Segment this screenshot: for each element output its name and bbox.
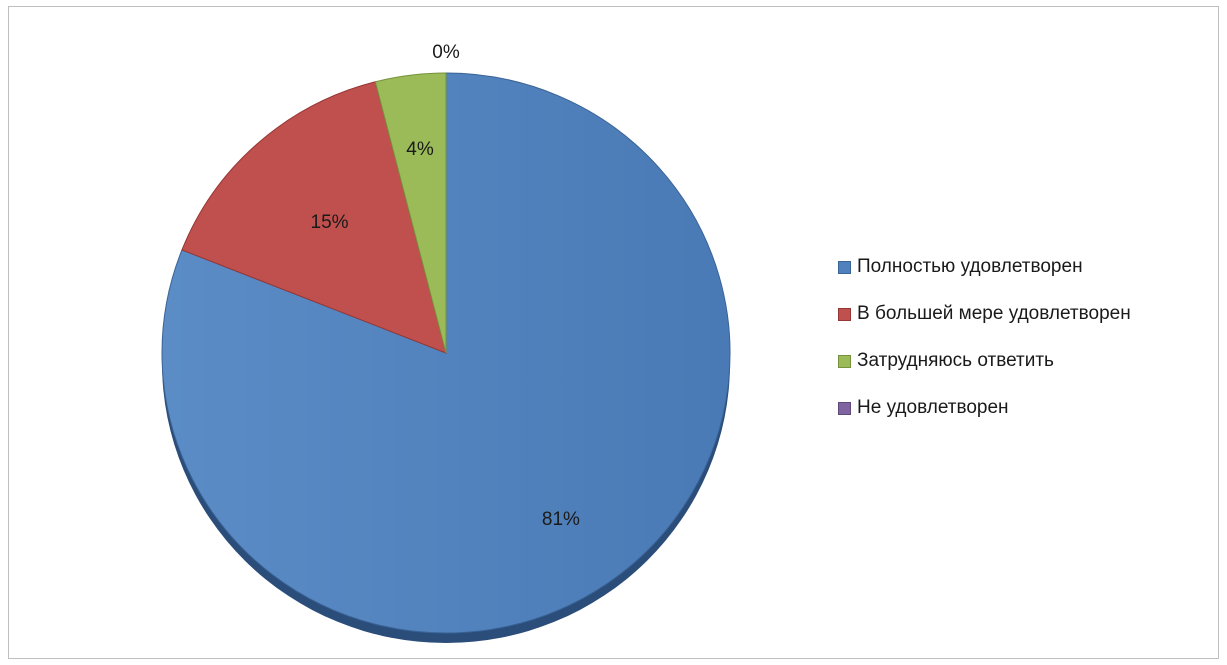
legend-swatch-3	[838, 354, 851, 368]
data-label-2: 15%	[311, 212, 349, 233]
legend-label-4: Не удовлетворен	[857, 397, 1009, 418]
pie-slice-3	[374, 72, 447, 354]
legend-swatch-2	[838, 307, 851, 321]
legend-item-2: В большей мере удовлетворен	[838, 302, 1131, 326]
legend-label-1: Полностью удовлетворен	[857, 256, 1083, 277]
data-label-1: 81%	[542, 509, 580, 530]
legend-label-2: В большей мере удовлетворен	[857, 303, 1131, 324]
legend: Полностью удовлетворен В большей мере удо…	[838, 255, 1131, 443]
legend-item-4: Не удовлетворен	[838, 396, 1131, 420]
data-label-4: 0%	[432, 42, 460, 63]
legend-item-3: Затрудняюсь ответить	[838, 349, 1131, 373]
legend-item-1: Полностью удовлетворен	[838, 255, 1131, 279]
legend-swatch-1	[838, 260, 851, 274]
data-label-3: 4%	[406, 139, 434, 160]
legend-label-3: Затрудняюсь ответить	[857, 350, 1054, 371]
legend-swatch-4	[838, 401, 851, 415]
pie-slice-2	[181, 81, 447, 354]
